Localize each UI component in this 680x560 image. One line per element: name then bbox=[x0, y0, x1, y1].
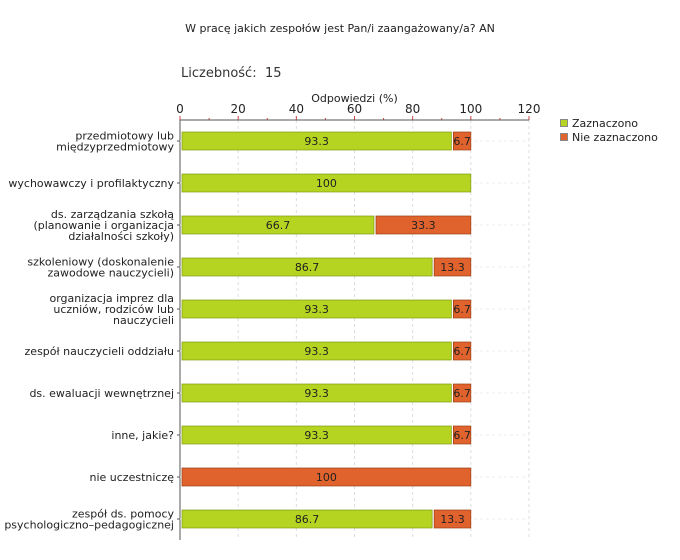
x-axis-title: Odpowiedzi (%) bbox=[311, 92, 398, 105]
bar-not-selected bbox=[452, 131, 472, 151]
bar-selected bbox=[181, 425, 452, 445]
category-label: organizacja imprez dla bbox=[49, 292, 174, 305]
category-label: działalności szkoły) bbox=[68, 230, 174, 243]
bar-label-selected: 93.3 bbox=[304, 345, 329, 358]
category-label: inne, jakie? bbox=[111, 429, 174, 442]
bar-selected bbox=[181, 341, 452, 361]
bar-label-not-selected: 13.3 bbox=[440, 513, 465, 526]
bar-label-not-selected: 6.7 bbox=[453, 345, 471, 358]
sample-size-value: 15 bbox=[265, 66, 282, 81]
bar-not-selected bbox=[375, 215, 472, 235]
legend-label-not-selected: Nie zaznaczono bbox=[572, 130, 658, 144]
bar-label-selected: 93.3 bbox=[304, 429, 329, 442]
category-label: ds. ewaluacji wewnętrznej bbox=[29, 387, 174, 400]
bar-label-selected: 66.7 bbox=[266, 219, 291, 232]
x-tick-label: 80 bbox=[405, 102, 420, 116]
bar-selected bbox=[181, 299, 452, 319]
bar-label-selected: 100 bbox=[316, 177, 337, 190]
x-tick-label: 120 bbox=[518, 102, 541, 116]
category-label: uczniów, rodziców lub bbox=[53, 303, 174, 316]
bar-label-not-selected: 33.3 bbox=[411, 219, 436, 232]
x-tick-label: 20 bbox=[231, 102, 246, 116]
bar-not-selected bbox=[452, 341, 472, 361]
bar-label-not-selected: 13.3 bbox=[440, 261, 465, 274]
category-label: zespół nauczycieli oddziału bbox=[25, 345, 174, 358]
bar-label-selected: 93.3 bbox=[304, 135, 329, 148]
bar-selected bbox=[181, 509, 433, 529]
x-tick-label: 0 bbox=[176, 102, 184, 116]
x-tick-label: 40 bbox=[289, 102, 304, 116]
bar-label-selected: 93.3 bbox=[304, 387, 329, 400]
chart-title: W pracę jakich zespołów jest Pan/i zaang… bbox=[185, 22, 495, 35]
bar-label-not-selected: 6.7 bbox=[453, 303, 471, 316]
legend-item-selected: Zaznaczono bbox=[560, 116, 658, 130]
bar-selected bbox=[181, 383, 452, 403]
bar-label-selected: 93.3 bbox=[304, 303, 329, 316]
sample-size-label: Liczebność: bbox=[181, 66, 257, 81]
legend-label-selected: Zaznaczono bbox=[572, 116, 639, 130]
bar-label-not-selected: 6.7 bbox=[453, 387, 471, 400]
category-label: (planowanie i organizacja bbox=[33, 219, 174, 232]
category-label: ds. zarządzania szkołą bbox=[51, 208, 174, 221]
category-label: wychowawczy i profilaktyczny bbox=[8, 177, 174, 190]
category-label: nie uczestniczę bbox=[89, 471, 174, 484]
category-label: przedmiotowy lub bbox=[75, 130, 174, 143]
bar-label-selected: 86.7 bbox=[295, 513, 320, 526]
legend: Zaznaczono Nie zaznaczono bbox=[560, 116, 658, 144]
legend-item-not-selected: Nie zaznaczono bbox=[560, 130, 658, 144]
bar-not-selected bbox=[452, 425, 472, 445]
category-label: zawodowe nauczycieli) bbox=[47, 267, 174, 280]
x-tick-label: 100 bbox=[459, 102, 482, 116]
bar-label-not-selected: 6.7 bbox=[453, 429, 471, 442]
legend-swatch-not-selected bbox=[560, 133, 568, 141]
bar-not-selected bbox=[452, 383, 472, 403]
bar-selected bbox=[181, 215, 375, 235]
bar-label-not-selected: 100 bbox=[316, 471, 337, 484]
bar-selected bbox=[181, 131, 452, 151]
bar-selected bbox=[181, 173, 472, 193]
category-label: szkoleniowy (doskonalenie bbox=[27, 256, 174, 269]
bar-not-selected bbox=[181, 467, 472, 487]
x-tick-label: 60 bbox=[347, 102, 362, 116]
bar-label-not-selected: 6.7 bbox=[453, 135, 471, 148]
bar-not-selected bbox=[433, 257, 472, 277]
category-label: psychologiczno–pedagogicznej bbox=[4, 519, 174, 532]
category-label: zespół ds. pomocy bbox=[72, 508, 175, 521]
category-label: międzyprzedmiotowy bbox=[56, 141, 174, 154]
bar-not-selected bbox=[452, 299, 472, 319]
bar-label-selected: 86.7 bbox=[295, 261, 320, 274]
bar-not-selected bbox=[433, 509, 472, 529]
bar-selected bbox=[181, 257, 433, 277]
legend-swatch-selected bbox=[560, 119, 568, 127]
category-label: nauczycieli bbox=[113, 314, 174, 327]
